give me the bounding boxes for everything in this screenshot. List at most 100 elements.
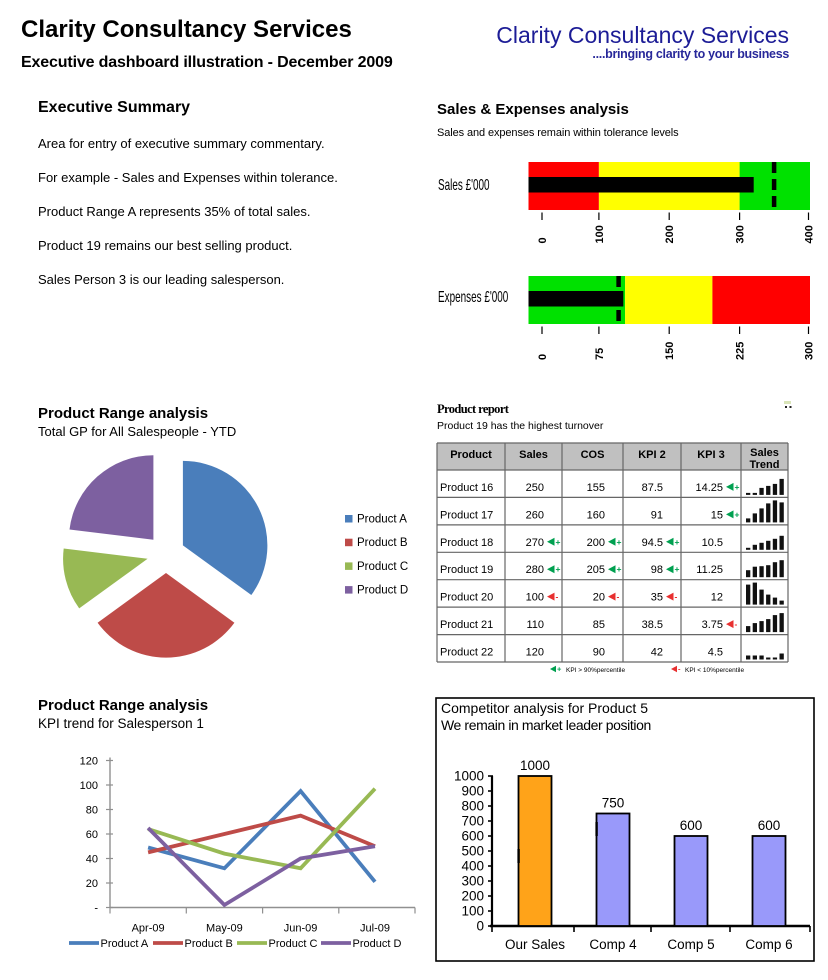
svg-text:400: 400 xyxy=(804,225,816,243)
svg-text:600: 600 xyxy=(680,818,703,833)
svg-text:+: + xyxy=(556,564,561,574)
svg-text:60: 60 xyxy=(86,829,98,841)
svg-text:+: + xyxy=(617,537,622,547)
svg-text:-: - xyxy=(675,592,678,602)
svg-text:100: 100 xyxy=(526,592,544,604)
svg-text:750: 750 xyxy=(602,796,625,811)
svg-text:Comp 5: Comp 5 xyxy=(667,937,714,952)
svg-text:10.5: 10.5 xyxy=(702,537,723,549)
svg-text:900: 900 xyxy=(461,784,484,799)
svg-text:35: 35 xyxy=(651,592,663,604)
svg-text:160: 160 xyxy=(587,509,605,521)
svg-text:120: 120 xyxy=(526,647,544,659)
svg-text:Product 21: Product 21 xyxy=(440,619,493,631)
svg-text:400: 400 xyxy=(461,859,484,874)
svg-text:14.25: 14.25 xyxy=(695,482,723,494)
svg-text:94.5: 94.5 xyxy=(642,537,663,549)
svg-text:Sales: Sales xyxy=(750,447,779,459)
svg-text:Product: Product xyxy=(450,449,492,461)
svg-text:KPI 3: KPI 3 xyxy=(697,449,725,461)
svg-text:800: 800 xyxy=(461,799,484,814)
svg-text:120: 120 xyxy=(80,756,98,768)
svg-text:700: 700 xyxy=(461,814,484,829)
svg-text:85: 85 xyxy=(593,619,605,631)
svg-text:300: 300 xyxy=(461,874,484,889)
svg-text:200: 200 xyxy=(664,225,676,243)
svg-text:Jun-09: Jun-09 xyxy=(284,923,318,935)
svg-text:KPI 2: KPI 2 xyxy=(638,449,666,461)
svg-text:Jul-09: Jul-09 xyxy=(360,923,390,935)
svg-text:KPI > 90%percentile: KPI > 90%percentile xyxy=(566,667,625,674)
svg-text:11.25: 11.25 xyxy=(696,564,723,576)
svg-text:300: 300 xyxy=(804,342,816,360)
svg-text:1000: 1000 xyxy=(454,769,484,784)
svg-text:1000: 1000 xyxy=(520,758,550,773)
svg-text:300: 300 xyxy=(735,225,747,243)
svg-text:260: 260 xyxy=(526,509,544,521)
svg-text:Comp 6: Comp 6 xyxy=(745,937,792,952)
svg-text:Comp 4: Comp 4 xyxy=(589,937,637,952)
svg-text:0: 0 xyxy=(476,919,484,934)
svg-text:90: 90 xyxy=(593,647,605,659)
svg-text:12: 12 xyxy=(711,592,723,604)
svg-text:Product 18: Product 18 xyxy=(440,537,493,549)
svg-text:20: 20 xyxy=(593,592,605,604)
svg-text:+: + xyxy=(675,537,680,547)
svg-text:Product 22: Product 22 xyxy=(440,647,493,659)
svg-text:40: 40 xyxy=(86,854,98,866)
svg-text:600: 600 xyxy=(758,818,781,833)
svg-text:Product A: Product A xyxy=(101,938,149,950)
svg-text:100: 100 xyxy=(461,904,484,919)
svg-text:150: 150 xyxy=(664,342,676,360)
svg-text:205: 205 xyxy=(587,564,605,576)
svg-text:75: 75 xyxy=(594,348,606,360)
svg-text:+: + xyxy=(557,665,562,674)
svg-text:KPI < 10%percentile: KPI < 10%percentile xyxy=(685,667,744,674)
svg-text:Product 16: Product 16 xyxy=(440,482,493,494)
svg-text:80: 80 xyxy=(86,805,98,817)
svg-text:100: 100 xyxy=(80,780,98,792)
svg-text:155: 155 xyxy=(587,482,605,494)
svg-text:Product 19: Product 19 xyxy=(440,564,493,576)
svg-text:200: 200 xyxy=(461,889,484,904)
svg-text:98: 98 xyxy=(651,564,663,576)
svg-text:0: 0 xyxy=(537,354,549,360)
svg-text:Our Sales: Our Sales xyxy=(505,937,565,952)
svg-text:-: - xyxy=(735,619,738,629)
svg-text:+: + xyxy=(617,564,622,574)
svg-text:Product B: Product B xyxy=(185,938,233,950)
svg-text:250: 250 xyxy=(526,482,544,494)
svg-text:Product 17: Product 17 xyxy=(440,509,493,521)
svg-text:4.5: 4.5 xyxy=(708,647,723,659)
svg-text:-: - xyxy=(94,903,98,915)
svg-text:500: 500 xyxy=(461,844,484,859)
svg-text:600: 600 xyxy=(461,829,484,844)
svg-text:38.5: 38.5 xyxy=(642,619,663,631)
svg-text:20: 20 xyxy=(86,878,98,890)
svg-text:200: 200 xyxy=(587,537,605,549)
svg-text:+: + xyxy=(675,564,680,574)
svg-text:15: 15 xyxy=(711,509,723,521)
svg-text:-: - xyxy=(617,592,620,602)
svg-text:Product C: Product C xyxy=(269,938,318,950)
svg-text:+: + xyxy=(556,537,561,547)
svg-text:Product A: Product A xyxy=(357,514,407,526)
svg-text:Product D: Product D xyxy=(353,938,402,950)
svg-text:91: 91 xyxy=(651,509,663,521)
svg-text:Apr-09: Apr-09 xyxy=(132,923,165,935)
svg-text:225: 225 xyxy=(735,342,747,360)
svg-text:-: - xyxy=(556,592,559,602)
svg-text:Sales: Sales xyxy=(519,449,548,461)
svg-text:-: - xyxy=(678,665,681,674)
svg-text:110: 110 xyxy=(526,619,544,631)
svg-text:Product C: Product C xyxy=(357,561,408,573)
svg-text:COS: COS xyxy=(581,449,605,461)
svg-text:3.75: 3.75 xyxy=(702,619,723,631)
svg-text:Product 20: Product 20 xyxy=(440,592,493,604)
svg-text:Product B: Product B xyxy=(357,537,408,549)
svg-text:100: 100 xyxy=(594,225,606,243)
svg-text:42: 42 xyxy=(651,647,663,659)
svg-text:280: 280 xyxy=(526,564,544,576)
svg-text:+: + xyxy=(735,509,740,519)
svg-text:+: + xyxy=(735,482,740,492)
